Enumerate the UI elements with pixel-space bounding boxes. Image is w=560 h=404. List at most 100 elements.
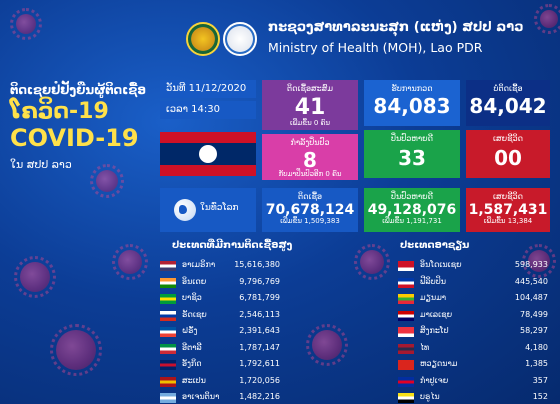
world-recovered-card: ປິ່ນປົວຫາຍດີ 49,128,076 ເພີ່ມຂຶ້ນ 1,191,… bbox=[364, 188, 460, 232]
country-cases: 78,499 bbox=[520, 309, 548, 319]
country-name: ອາເມຣິກາ bbox=[182, 260, 216, 269]
list-item: ຝຣັ່ງ 2,391,643 bbox=[160, 323, 280, 340]
country-flag-icon bbox=[160, 393, 176, 403]
country-name: ອີຕາລີ bbox=[182, 342, 202, 352]
country-cases: 357 bbox=[532, 375, 548, 385]
virus-decoration bbox=[10, 8, 42, 40]
list-item: ອາເມຣິກາ 15,616,380 bbox=[160, 257, 280, 274]
country-name: ຟີລິບປິນ bbox=[420, 276, 446, 286]
list-item: ໄທ 4,180 bbox=[398, 340, 548, 357]
active-cases-card: ກຳລັງປິ່ນປົວ 8 ກັບມາປິ່ນປົວອີກ 0 ຄົນ bbox=[262, 134, 358, 180]
deaths-value: 00 bbox=[494, 146, 522, 170]
country-name: ໄທ bbox=[420, 342, 430, 352]
asean-countries-title: ປະເທດອາຊຽນ bbox=[400, 240, 470, 251]
country-cases: 598,933 bbox=[514, 260, 548, 269]
country-name: ອິນເດຍ bbox=[182, 276, 207, 286]
total-cases-value: 41 bbox=[294, 95, 326, 120]
total-cases-card: ຕິດເຊື້ອສະສົມ 41 ເພີ່ມຂຶ້ນ 0 ຄົນ bbox=[262, 80, 358, 130]
deaths-label: ເສຍຊີວິດ bbox=[492, 134, 523, 143]
country-flag-icon bbox=[398, 261, 414, 271]
country-flag-icon bbox=[398, 376, 414, 387]
country-cases: 1,720,056 bbox=[239, 375, 280, 385]
virus-decoration bbox=[534, 4, 560, 34]
virus-decoration bbox=[50, 324, 102, 376]
world-deaths-card: ເສຍຊີວິດ 1,587,431 ເພີ່ມຂຶ້ນ 13,384 bbox=[466, 188, 550, 232]
report-date: ວັນທີ 11/12/2020 bbox=[160, 80, 256, 98]
country-name: ມາເລເຊຍ bbox=[420, 309, 453, 319]
world-label: ໃນທົ່ວໂລກ bbox=[200, 203, 239, 213]
virus-decoration bbox=[112, 244, 148, 280]
country-cases: 4,180 bbox=[525, 342, 548, 352]
list-item: ມຽນມາ 104,487 bbox=[398, 290, 548, 307]
country-name: ສິງກະໂປ bbox=[420, 326, 449, 335]
country-flag-icon bbox=[398, 327, 414, 337]
total-cases-increase: ເພີ່ມຂຶ້ນ 0 ຄົນ bbox=[289, 119, 331, 127]
country-name: ອາເຈນຕິນາ bbox=[182, 392, 220, 401]
title-country: ໃນ ສປປ ລາວ bbox=[10, 158, 72, 171]
country-flag-icon bbox=[160, 310, 176, 321]
country-flag-icon bbox=[160, 277, 176, 288]
country-name: ຣັດເຊຍ bbox=[182, 309, 207, 319]
list-item: ຫວຽດນາມ 1,385 bbox=[398, 356, 548, 373]
country-flag-icon bbox=[398, 393, 414, 403]
virus-decoration bbox=[14, 256, 56, 298]
asean-countries-list: ອິນໂດເນເຊຍ 598,933 ຟີລິບປິນ 445,540 ມຽນມາ 104… bbox=[398, 257, 548, 404]
list-item: ອາເຈນຕິນາ 1,482,216 bbox=[160, 389, 280, 404]
country-cases: 445,540 bbox=[514, 276, 548, 286]
country-flag-icon bbox=[398, 310, 414, 321]
ministry-name-lao: ກະຊວງສາທາລະນະສຸກ (ແຫ່ງ) ສປປ ລາວ bbox=[268, 20, 524, 35]
country-cases: 1,787,147 bbox=[239, 342, 280, 352]
country-name: ຝຣັ່ງ bbox=[182, 326, 198, 335]
country-flag-icon bbox=[160, 360, 176, 370]
country-name: ມຽນມາ bbox=[420, 293, 447, 302]
list-item: ບາຊິວ 6,781,799 bbox=[160, 290, 280, 307]
country-cases: 152 bbox=[532, 392, 548, 401]
country-flag-icon bbox=[398, 277, 414, 288]
country-cases: 58,297 bbox=[520, 326, 548, 335]
country-cases: 2,391,643 bbox=[239, 326, 280, 335]
country-cases: 1,792,611 bbox=[239, 359, 280, 368]
world-deaths-value: 1,587,431 bbox=[468, 202, 548, 218]
negative-label: ບໍ່ຕິດເຊື້ອ bbox=[493, 84, 523, 93]
list-item: ຟີລິບປິນ 445,540 bbox=[398, 274, 548, 291]
country-name: ບາຊິວ bbox=[182, 293, 202, 302]
ministry-of-health-logo-icon bbox=[223, 22, 257, 56]
list-item: ຣັດເຊຍ 2,546,113 bbox=[160, 307, 280, 324]
negative-card: ບໍ່ຕິດເຊື້ອ 84,042 bbox=[466, 80, 550, 126]
title-subheading: ຕິດເຊຍຢໍຢັ້ງຍືນຜູ້ຕິດເຊື້ອ bbox=[10, 83, 146, 97]
list-item: ອິນໂດເນເຊຍ 598,933 bbox=[398, 257, 548, 274]
country-cases: 1,385 bbox=[525, 359, 548, 368]
list-item: ອັງກິດ 1,792,611 bbox=[160, 356, 280, 373]
tested-value: 84,083 bbox=[373, 94, 451, 118]
country-flag-icon bbox=[160, 294, 176, 304]
country-flag-icon bbox=[160, 376, 176, 387]
country-cases: 6,781,799 bbox=[239, 293, 280, 302]
total-cases-label: ຕິດເຊື້ອສະສົມ bbox=[287, 84, 333, 93]
country-flag-icon bbox=[398, 343, 414, 354]
list-item: ອິນເດຍ 9,796,769 bbox=[160, 274, 280, 291]
virus-decoration bbox=[306, 324, 348, 366]
world-recovered-label: ປິ່ນປົວຫາຍດີ bbox=[390, 192, 434, 201]
recovered-value: 33 bbox=[398, 146, 426, 170]
deaths-card: ເສຍຊີວິດ 00 bbox=[466, 130, 550, 178]
world-cases-label: ຕິດເຊື້ອ bbox=[297, 192, 323, 201]
country-name: ອັງກິດ bbox=[182, 359, 202, 368]
list-item: ສິງກະໂປ 58,297 bbox=[398, 323, 548, 340]
list-item: ມາເລເຊຍ 78,499 bbox=[398, 307, 548, 324]
country-cases: 104,487 bbox=[514, 293, 548, 302]
world-deaths-label: ເສຍຊີວິດ bbox=[492, 192, 523, 201]
recovered-label: ປິ່ນປົວຫາຍດີ bbox=[390, 134, 434, 143]
lao-national-emblem-icon bbox=[186, 22, 220, 56]
active-cases-label: ກຳລັງປິ່ນປົວ bbox=[290, 138, 330, 147]
title-covid: COVID-19 bbox=[10, 124, 139, 152]
world-cases-value: 70,678,124 bbox=[265, 202, 355, 218]
tested-label: ຮັບການກວດ bbox=[391, 84, 433, 93]
virus-decoration bbox=[354, 244, 390, 280]
country-flag-icon bbox=[160, 343, 176, 354]
recovered-card: ປິ່ນປົວຫາຍດີ 33 bbox=[364, 130, 460, 178]
top-countries-list: ອາເມຣິກາ 15,616,380 ອິນເດຍ 9,796,769 ບາຊິວ 6,… bbox=[160, 257, 280, 404]
negative-value: 84,042 bbox=[469, 94, 547, 118]
list-item: ສະເປນ 1,720,056 bbox=[160, 373, 280, 390]
country-flag-icon bbox=[160, 327, 176, 337]
country-name: ກໍາປູເຈຍ bbox=[420, 375, 449, 385]
